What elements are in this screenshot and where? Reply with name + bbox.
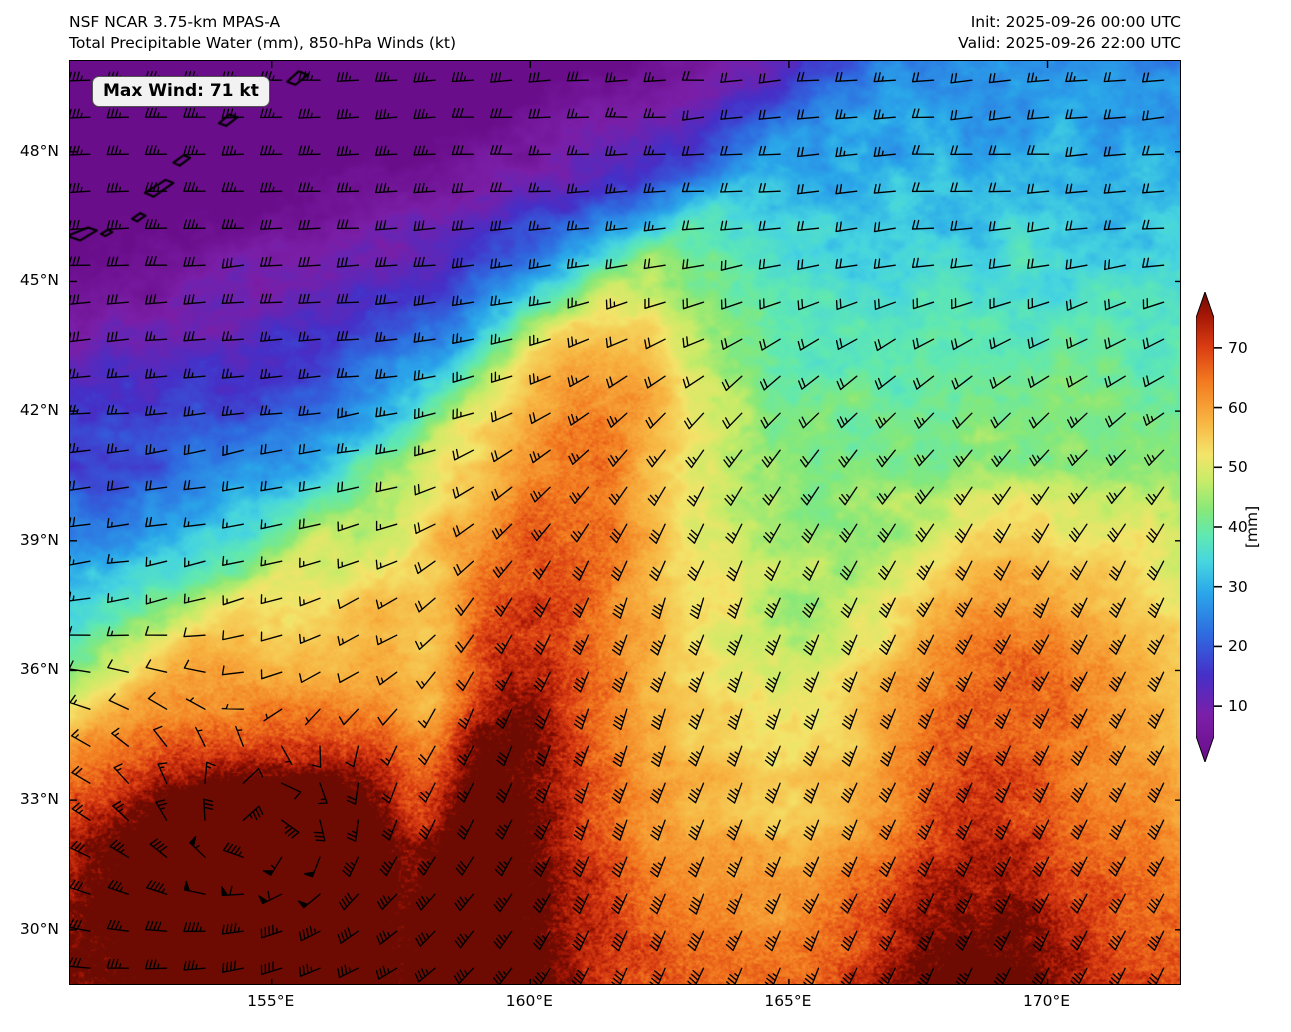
colorbar-gradient (1196, 292, 1214, 762)
valid-time: Valid: 2025-09-26 22:00 UTC (958, 34, 1181, 52)
map-plot-area[interactable] (69, 60, 1181, 985)
colorbar-tick-label: 10 (1228, 697, 1248, 716)
colorbar[interactable] (1196, 292, 1222, 762)
colorbar-tick-label: 70 (1228, 338, 1248, 357)
latitude-tick-label: 45°N (19, 271, 59, 290)
colorbar-tick-marks (1214, 347, 1222, 707)
max-wind-annotation: Max Wind: 71 kt (92, 76, 270, 107)
colorbar-tick-label: 40 (1228, 518, 1248, 536)
colorbar-tick-label: 30 (1228, 577, 1248, 596)
latitude-tick-label: 36°N (19, 660, 59, 679)
colorbar-tick-label: 60 (1228, 398, 1248, 417)
latitude-tick-label: 42°N (19, 401, 59, 420)
tpw-shaded-field (70, 61, 1180, 984)
wind-barb-overlay (70, 71, 1165, 984)
init-time: Init: 2025-09-26 00:00 UTC (970, 13, 1181, 31)
wind-barbs (70, 71, 1165, 984)
colorbar-unit-label: [mm] (1243, 505, 1261, 549)
colorbar-tick-label: 20 (1228, 637, 1248, 656)
longitude-tick-label: 155°E (247, 992, 295, 1010)
header-right: Init: 2025-09-26 00:00 UTC Valid: 2025-09… (958, 12, 1181, 54)
latitude-tick-label: 33°N (19, 790, 59, 809)
colorbar-tick-label: 50 (1228, 458, 1248, 477)
model-title: NSF NCAR 3.75-km MPAS-A (69, 13, 281, 31)
header-left: NSF NCAR 3.75-km MPAS-A Total Precipitabl… (69, 12, 456, 54)
latitude-tick-label: 30°N (19, 919, 59, 938)
latitude-tick-label: 48°N (19, 141, 59, 160)
latitude-tick-label: 39°N (19, 530, 59, 549)
longitude-tick-label: 160°E (505, 992, 553, 1010)
field-title: Total Precipitable Water (mm), 850-hPa W… (69, 34, 457, 52)
longitude-tick-label: 165°E (764, 992, 812, 1010)
longitude-tick-label: 170°E (1022, 992, 1071, 1010)
axis-ticks (70, 61, 1180, 984)
